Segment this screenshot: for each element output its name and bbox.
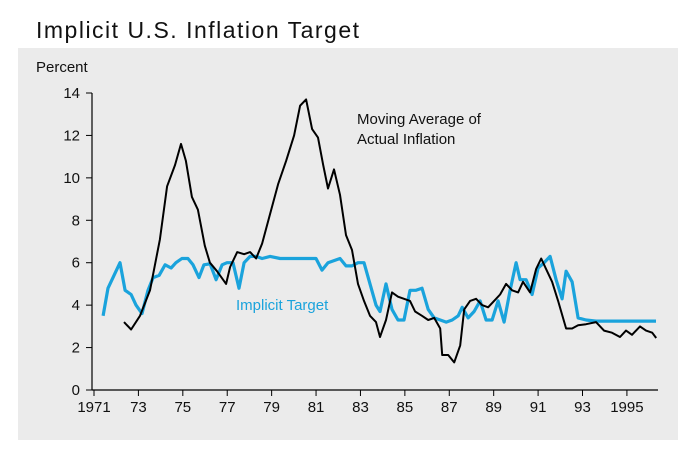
- x-tick-label: 75: [174, 399, 191, 416]
- series-label: Implicit Target: [236, 297, 329, 314]
- y-axis-label: Percent: [36, 59, 89, 76]
- x-tick-label: 91: [530, 399, 547, 416]
- x-tick-label: 1995: [610, 399, 643, 416]
- x-tick-label: 87: [441, 399, 458, 416]
- series-label: Moving Average of Actual Inflation: [357, 111, 481, 148]
- x-tick-label: 77: [219, 399, 236, 416]
- x-tick-label: 83: [352, 399, 369, 416]
- y-tick-label: 8: [72, 212, 80, 229]
- y-tick-label: 4: [72, 297, 80, 314]
- chart-title: Implicit U.S. Inflation Target: [36, 17, 361, 43]
- x-tick-label: 89: [485, 399, 502, 416]
- y-tick-label: 0: [72, 382, 80, 399]
- x-tick-label: 79: [263, 399, 280, 416]
- x-tick-label: 81: [308, 399, 325, 416]
- x-tick-label: 85: [397, 399, 414, 416]
- y-tick-label: 12: [63, 127, 80, 144]
- y-tick-label: 10: [63, 170, 80, 187]
- y-tick-label: 6: [72, 255, 80, 272]
- x-tick-label: 93: [574, 399, 591, 416]
- chart-panel: [18, 48, 678, 440]
- x-tick-label: 1971: [77, 399, 110, 416]
- y-tick-label: 2: [72, 340, 80, 357]
- x-tick-label: 73: [130, 399, 147, 416]
- series-line: [123, 98, 657, 364]
- y-tick-label: 14: [63, 85, 80, 102]
